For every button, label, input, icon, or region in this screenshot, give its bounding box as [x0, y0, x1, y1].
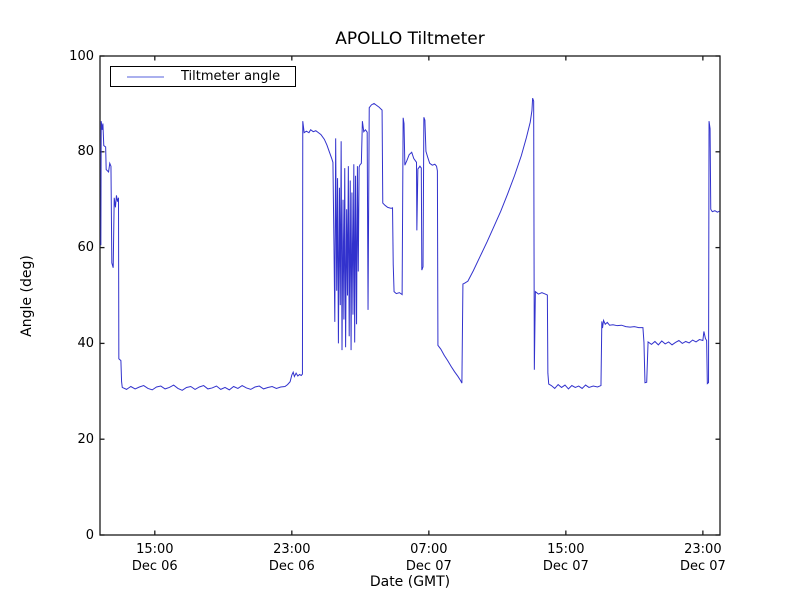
x-tick-date: Dec 07 — [679, 559, 726, 574]
x-tick-time: 23:00 — [684, 542, 722, 557]
x-tick-label: 23:00 Dec 07 — [658, 541, 748, 575]
x-tick-label: 15:00 Dec 07 — [521, 541, 611, 575]
tiltmeter-angle-line — [100, 97, 720, 391]
x-tick-label: 07:00 Dec 07 — [384, 541, 474, 575]
x-tick-time: 07:00 — [410, 542, 448, 557]
legend-box: Tiltmeter angle — [110, 66, 296, 87]
x-tick-label: 23:00 Dec 06 — [247, 541, 337, 575]
y-tick-label: 20 — [77, 431, 94, 447]
x-tick-label: 15:00 Dec 06 — [110, 541, 200, 575]
x-tick-date: Dec 06 — [131, 559, 178, 574]
legend-line-sample — [127, 75, 164, 78]
x-tick-date: Dec 06 — [268, 559, 315, 574]
y-tick-label: 100 — [69, 48, 94, 64]
y-tick-label: 40 — [77, 335, 94, 351]
x-tick-time: 15:00 — [136, 542, 174, 557]
x-tick-time: 15:00 — [547, 542, 585, 557]
legend-label: Tiltmeter angle — [181, 69, 281, 84]
x-tick-date: Dec 07 — [542, 559, 589, 574]
chart-title: APOLLO Tiltmeter — [335, 29, 485, 49]
x-tick-time: 23:00 — [273, 542, 311, 557]
y-tick-label: 80 — [77, 144, 94, 160]
axes-frame — [99, 55, 721, 536]
y-axis-label: Angle (deg) — [19, 255, 35, 337]
y-tick-label: 60 — [77, 240, 94, 256]
x-tick-date: Dec 07 — [405, 559, 452, 574]
x-axis-label: Date (GMT) — [369, 574, 451, 590]
y-tick-label: 0 — [85, 527, 94, 543]
